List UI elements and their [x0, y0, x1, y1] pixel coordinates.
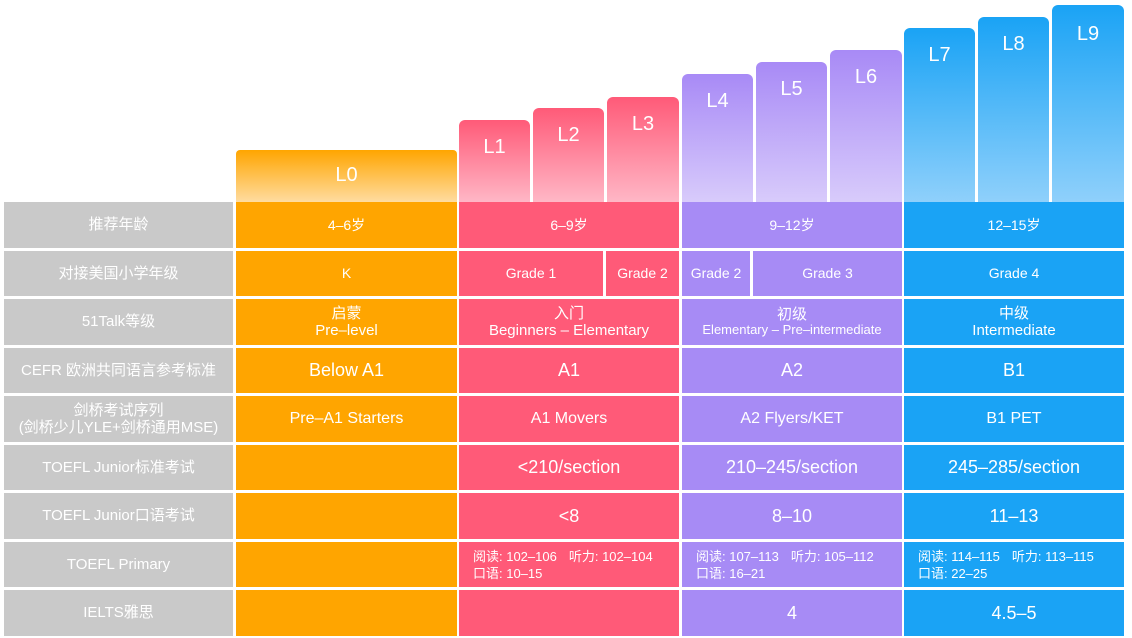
ielts-red — [459, 590, 679, 636]
level-bar-l8: L8 — [978, 17, 1049, 202]
cefr-orange: Below A1 — [236, 348, 457, 393]
ielts-orange — [236, 590, 457, 636]
level-label: L3 — [631, 113, 655, 135]
cambridge-blue: B1 PET — [904, 396, 1124, 442]
level-bar-l6: L6 — [830, 50, 902, 202]
talk-level-zh: 入门 — [553, 304, 584, 322]
toefl-junior-red: <210/section — [459, 445, 679, 490]
toefl-junior-oral-purple: 8–10 — [682, 493, 902, 539]
toefl-primary-purple: 阅读: 107–113 听力: 105–112 口语: 16–21 — [682, 542, 902, 587]
toefl-junior-oral-blue: 11–13 — [904, 493, 1124, 539]
toefl-primary-listening: 听力: 102–104 — [568, 548, 653, 564]
talk-level-red: 入门 Beginners – Elementary — [459, 299, 679, 345]
level-bar-l3: L3 — [607, 97, 679, 202]
talk-level-zh: 中级 — [998, 304, 1029, 322]
cambridge-orange: Pre–A1 Starters — [236, 396, 457, 442]
talk-level-en: Intermediate — [972, 322, 1056, 339]
row-label-cambridge: 剑桥考试序列 (剑桥少儿YLE+剑桥通用MSE) — [4, 396, 233, 442]
grade-red-2: Grade 2 — [606, 251, 679, 296]
ielts-purple: 4 — [682, 590, 902, 636]
level-bar-l1: L1 — [459, 120, 530, 202]
row-label-toefl-primary: TOEFL Primary — [4, 542, 233, 587]
toefl-primary-speaking: 口语: 16–21 — [696, 565, 766, 581]
age-blue: 12–15岁 — [904, 202, 1124, 248]
level-label: L6 — [854, 66, 878, 88]
cambridge-label-line1: 剑桥考试序列 — [73, 401, 164, 419]
age-orange: 4–6岁 — [236, 202, 457, 248]
level-bar-l7: L7 — [904, 28, 975, 202]
grade-purple-1: Grade 2 — [682, 251, 750, 296]
level-label: L2 — [557, 124, 580, 146]
talk-level-zh: 启蒙 — [331, 304, 362, 322]
level-label: L5 — [780, 78, 803, 100]
row-label-age: 推荐年龄 — [4, 202, 233, 248]
talk-level-en: Beginners – Elementary — [488, 322, 650, 339]
row-label-talk-level: 51Talk等级 — [4, 299, 233, 345]
cambridge-purple: A2 Flyers/KET — [682, 396, 902, 442]
talk-level-orange: 启蒙 Pre–level — [236, 299, 457, 345]
toefl-primary-reading: 阅读: 107–113 — [696, 548, 779, 564]
toefl-primary-blue: 阅读: 114–115 听力: 113–115 口语: 22–25 — [904, 542, 1124, 587]
row-label-us-grade: 对接美国小学年级 — [4, 251, 233, 296]
talk-level-purple: 初级 Elementary – Pre–intermediate — [682, 299, 902, 345]
row-label-toefl-junior-oral: TOEFL Junior口语考试 — [4, 493, 233, 539]
row-label-cefr: CEFR 欧洲共同语言参考标准 — [4, 348, 233, 393]
grade-blue: Grade 4 — [904, 251, 1124, 296]
toefl-junior-oral-red: <8 — [459, 493, 679, 539]
level-label: L7 — [928, 44, 951, 66]
toefl-primary-speaking: 口语: 10–15 — [473, 565, 543, 581]
cefr-red: A1 — [459, 348, 679, 393]
level-bar-l2: L2 — [533, 108, 604, 202]
level-label: L4 — [706, 90, 729, 112]
level-bar-l9: L9 — [1052, 5, 1124, 202]
toefl-primary-reading: 阅读: 102–106 — [473, 548, 557, 564]
cambridge-label-line2: (剑桥少儿YLE+剑桥通用MSE) — [18, 419, 219, 436]
toefl-primary-red: 阅读: 102–106 听力: 102–104 口语: 10–15 — [459, 542, 679, 587]
talk-level-en: Pre–level — [315, 322, 378, 339]
toefl-primary-listening: 听力: 113–115 — [1011, 548, 1094, 564]
talk-level-blue: 中级 Intermediate — [904, 299, 1124, 345]
toefl-primary-speaking: 口语: 22–25 — [918, 565, 988, 581]
level-bar-l5: L5 — [756, 62, 827, 202]
toefl-junior-oral-orange — [236, 493, 457, 539]
cefr-purple: A2 — [682, 348, 902, 393]
toefl-primary-reading: 阅读: 114–115 — [918, 548, 1000, 564]
grade-orange: K — [236, 251, 457, 296]
level-bar-l4: L4 — [682, 74, 753, 202]
toefl-primary-orange — [236, 542, 457, 587]
toefl-junior-purple: 210–245/section — [682, 445, 902, 490]
row-label-ielts: IELTS雅思 — [4, 590, 233, 636]
cefr-blue: B1 — [904, 348, 1124, 393]
cambridge-red: A1 Movers — [459, 396, 679, 442]
row-label-toefl-junior: TOEFL Junior标准考试 — [4, 445, 233, 490]
talk-level-zh: 初级 — [776, 305, 807, 323]
level-label: L1 — [483, 136, 506, 158]
ielts-blue: 4.5–5 — [904, 590, 1124, 636]
age-purple: 9–12岁 — [682, 202, 902, 248]
level-label: L8 — [1002, 33, 1025, 55]
age-red: 6–9岁 — [459, 202, 679, 248]
talk-level-en: Elementary – Pre–intermediate — [702, 322, 882, 338]
level-label: L0 — [335, 164, 358, 186]
toefl-junior-blue: 245–285/section — [904, 445, 1124, 490]
level-label: L9 — [1076, 23, 1100, 45]
grade-red-1: Grade 1 — [459, 251, 603, 296]
toefl-primary-listening: 听力: 105–112 — [790, 548, 874, 564]
level-bar-l0: L0 — [236, 150, 457, 202]
toefl-junior-orange — [236, 445, 457, 490]
grade-purple-2: Grade 3 — [753, 251, 902, 296]
